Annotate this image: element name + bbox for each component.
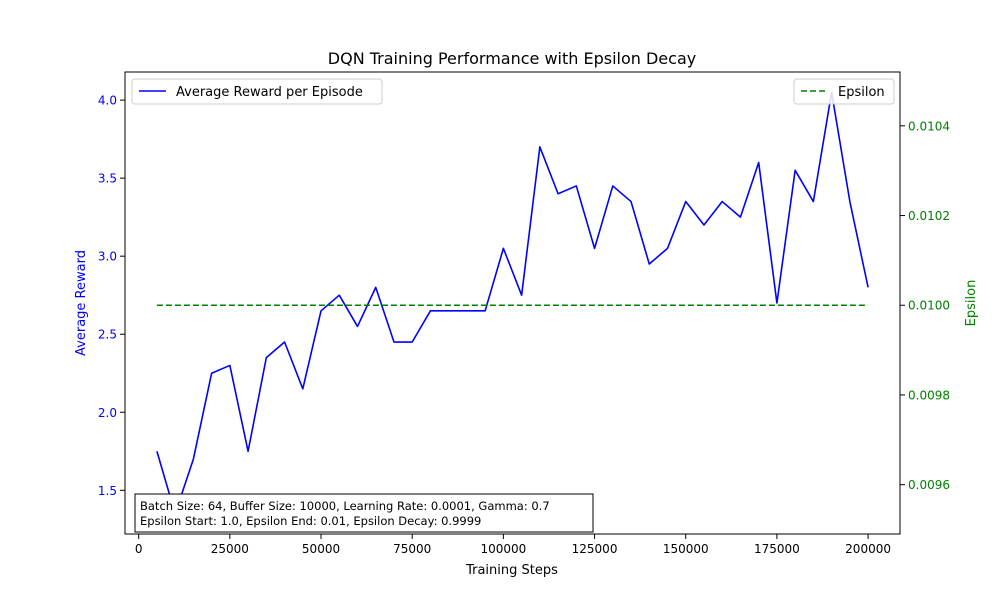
- left-y-tick-label: 4.0: [98, 94, 117, 108]
- left-y-tick-label: 3.0: [98, 250, 117, 264]
- annotation-line-1: Batch Size: 64, Buffer Size: 10000, Lear…: [140, 499, 550, 513]
- left-y-axis: 1.5 2.0 2.5 3.0 3.5 4.0: [98, 94, 125, 498]
- right-y-axis-label: Epsilon: [964, 280, 979, 327]
- left-y-axis-label: Average Reward: [74, 250, 89, 356]
- right-y-tick-label: 0.0096: [908, 478, 950, 492]
- left-y-tick-label: 2.0: [98, 406, 117, 420]
- legend-reward-label: Average Reward per Episode: [176, 85, 363, 100]
- x-tick-label: 50000: [302, 542, 340, 556]
- x-tick-label: 175000: [754, 542, 800, 556]
- legend-reward-box: [131, 78, 383, 105]
- x-tick-label: 100000: [480, 542, 526, 556]
- annotation-line-2: Epsilon Start: 1.0, Epsilon End: 0.01, E…: [140, 514, 481, 528]
- x-tick-label: 75000: [393, 542, 431, 556]
- legend-reward: Average Reward per Episode: [131, 78, 383, 105]
- right-y-tick-label: 0.0102: [908, 209, 950, 223]
- chart-title: DQN Training Performance with Epsilon De…: [328, 49, 696, 68]
- reward-line: [156, 91, 869, 515]
- series-layer: [156, 91, 869, 515]
- plot-area: [124, 71, 901, 535]
- x-axis-label: Training Steps: [465, 563, 558, 578]
- right-y-tick-label: 0.0098: [908, 388, 950, 402]
- right-y-tick-label: 0.0104: [908, 119, 950, 133]
- x-axis: 0 25000 50000 75000 100000 125000 150000 175000…: [135, 534, 891, 556]
- left-y-tick-label: 1.5: [98, 484, 117, 498]
- legend-epsilon-label: Epsilon: [838, 85, 885, 100]
- plot-frame: [124, 71, 901, 535]
- right-y-axis: 0.0096 0.0098 0.0100 0.0102 0.0104: [900, 119, 950, 492]
- left-y-tick-label: 3.5: [98, 172, 117, 186]
- annotation-box: [134, 493, 594, 533]
- x-tick-label: 150000: [663, 542, 709, 556]
- legend-epsilon-box: [793, 78, 895, 105]
- right-y-tick-label: 0.0100: [908, 299, 950, 313]
- left-y-tick-label: 2.5: [98, 328, 117, 342]
- x-tick-label: 0: [135, 542, 143, 556]
- x-tick-label: 25000: [211, 542, 249, 556]
- x-tick-label: 125000: [572, 542, 618, 556]
- x-tick-label: 200000: [845, 542, 891, 556]
- legend-epsilon: Epsilon: [793, 78, 895, 105]
- hyperparameter-annotation: Batch Size: 64, Buffer Size: 10000, Lear…: [134, 493, 594, 533]
